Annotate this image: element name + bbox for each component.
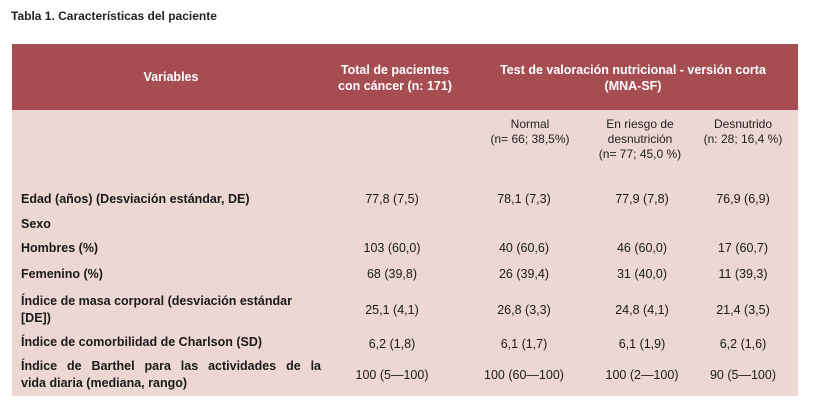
cell-barthel-riesgo: 100 (2—100)	[605, 368, 679, 382]
patient-characteristics-table: Variables Total de pacientes con cáncer …	[12, 44, 798, 396]
cell-edad-total: 77,8 (7,5)	[365, 192, 419, 206]
table-caption: Tabla 1. Características del paciente	[11, 9, 217, 23]
subheader-normal-line2: (n= 66; 38,5%)	[490, 132, 570, 146]
cell-charlson-riesgo: 6,1 (1,9)	[618, 337, 666, 351]
header-test-line1: Test de valoración nutricional - versión…	[500, 63, 766, 77]
cell-charlson-desnutrido: 6,2 (1,6)	[719, 337, 767, 351]
cell-femenino-riesgo: 31 (40,0)	[616, 267, 668, 281]
subheader-desnutrido-line2: (n: 28; 16,4 %)	[703, 132, 783, 146]
subheader-desnutrido: Desnutrido (n: 28; 16,4 %)	[688, 117, 798, 147]
cell-hombres-riesgo: 46 (60,0)	[616, 241, 668, 255]
row-label-imc-line1: Índice de masa corporal (desviación está…	[21, 294, 292, 308]
table-header: Variables Total de pacientes con cáncer …	[12, 44, 798, 110]
cell-charlson-normal: 6,1 (1,7)	[500, 337, 548, 351]
cell-edad-riesgo: 77,9 (7,8)	[615, 192, 669, 206]
row-label-imc-line2: [DE])	[21, 311, 51, 325]
row-label-hombres: Hombres (%)	[21, 241, 99, 255]
cell-femenino-normal: 26 (39,4)	[498, 267, 550, 281]
subheader-normal-line1: Normal	[510, 117, 550, 131]
subheader-riesgo-line2: desnutrición	[607, 132, 673, 146]
header-total-line1: Total de pacientes	[340, 63, 450, 77]
cell-charlson-total: 6,2 (1,8)	[368, 337, 416, 351]
cell-hombres-normal: 40 (60,6)	[498, 241, 550, 255]
cell-edad-desnutrido: 76,9 (6,9)	[716, 192, 770, 206]
subheader-riesgo-line3: (n= 77; 45,0 %)	[598, 147, 682, 161]
cell-edad-normal: 78,1 (7,3)	[497, 192, 551, 206]
row-label-femenino: Femenino (%)	[21, 267, 103, 281]
header-total-line2: con cáncer (n: 171)	[338, 79, 452, 93]
row-label-edad: Edad (años) (Desviación estándar, DE)	[21, 192, 250, 206]
cell-imc-riesgo: 24,8 (4,1)	[615, 303, 669, 317]
cell-imc-normal: 26,8 (3,3)	[497, 303, 551, 317]
cell-femenino-total: 68 (39,8)	[366, 267, 418, 281]
row-label-imc: Índice de masa corporal (desviación está…	[21, 293, 292, 327]
cell-femenino-desnutrido: 11 (39,3)	[718, 267, 768, 281]
row-label-barthel-line1: Índice de Barthel para las actividades d…	[21, 359, 321, 373]
cell-imc-total: 25,1 (4,1)	[365, 303, 419, 317]
subheader-normal: Normal (n= 66; 38,5%)	[468, 117, 592, 147]
row-label-barthel: Índice de Barthel para las actividades d…	[21, 358, 321, 392]
cell-barthel-desnutrido: 90 (5—100)	[709, 368, 776, 382]
row-label-barthel-line2: vida diaria (mediana, rango)	[21, 376, 188, 390]
cell-hombres-total: 103 (60,0)	[363, 241, 421, 255]
header-total: Total de pacientes con cáncer (n: 171)	[330, 62, 460, 94]
subheader-riesgo: En riesgo de desnutrición (n= 77; 45,0 %…	[578, 117, 702, 162]
cell-barthel-normal: 100 (60—100)	[484, 368, 564, 382]
subheader-riesgo-line1: En riesgo de	[606, 117, 674, 131]
header-variables: Variables	[143, 70, 199, 84]
cell-hombres-desnutrido: 17 (60,7)	[717, 241, 769, 255]
header-test-line2: (MNA-SF)	[604, 79, 662, 93]
subheader-desnutrido-line1: Desnutrido	[713, 117, 773, 131]
cell-imc-desnutrido: 21,4 (3,5)	[716, 303, 770, 317]
row-label-charlson: Índice de comorbilidad de Charlson (SD)	[21, 335, 263, 349]
row-label-sexo: Sexo	[21, 217, 51, 231]
header-test: Test de valoración nutricional - versión…	[468, 62, 798, 94]
cell-barthel-total: 100 (5—100)	[355, 368, 429, 382]
